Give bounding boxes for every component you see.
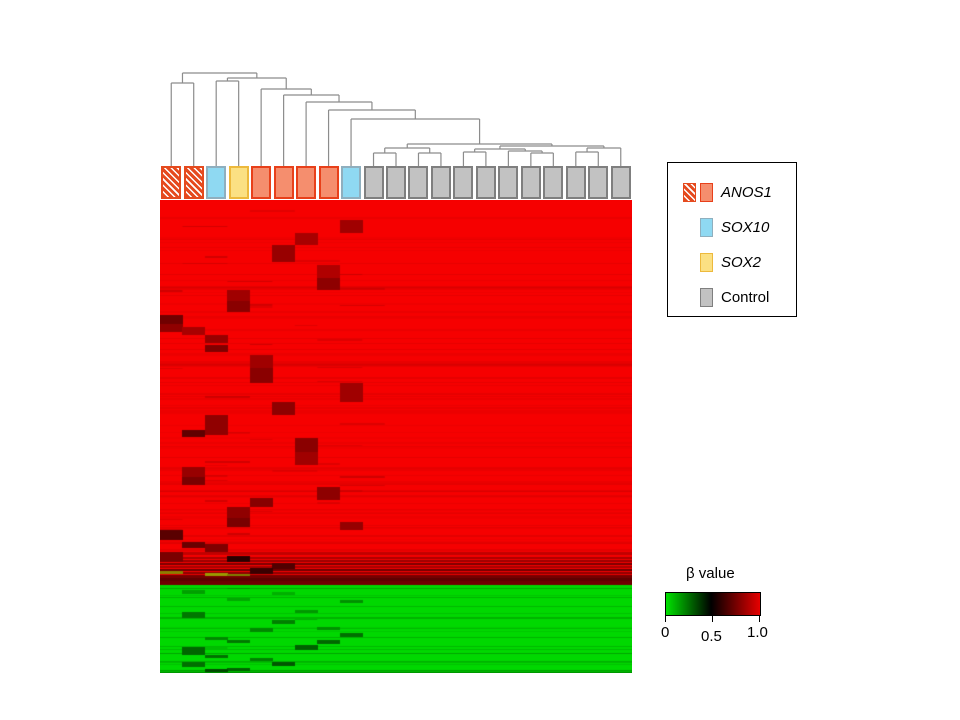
sample-box-control bbox=[520, 166, 541, 199]
sample-box-anos1_hatched bbox=[161, 166, 182, 199]
legend-row-anos1: ANOS1 bbox=[668, 175, 796, 210]
sample-box-sox10 bbox=[206, 166, 227, 199]
colorbar-label-0: 0 bbox=[661, 624, 670, 641]
sox10-swatch bbox=[700, 218, 713, 237]
sample-box-control bbox=[543, 166, 564, 199]
sample-box-sox2 bbox=[228, 166, 249, 199]
legend-box: ANOS1 SOX10 SOX2 Control bbox=[667, 162, 797, 317]
colorbar-gradient bbox=[665, 592, 761, 616]
sample-box-control bbox=[588, 166, 609, 199]
sample-box-anos1_solid bbox=[251, 166, 272, 199]
sample-box-anos1_solid bbox=[296, 166, 317, 199]
legend-row-sox2: SOX2 bbox=[668, 245, 796, 280]
legend-spacer bbox=[683, 218, 696, 237]
control-swatch bbox=[700, 288, 713, 307]
anos1_solid-swatch bbox=[700, 183, 713, 202]
legend-spacer bbox=[683, 253, 696, 272]
colorbar-label-10: 1.0 bbox=[747, 624, 768, 641]
sox2-swatch bbox=[700, 253, 713, 272]
sample-box-control bbox=[363, 166, 384, 199]
sample-box-control bbox=[565, 166, 586, 199]
legend-label-sox2: SOX2 bbox=[721, 254, 762, 271]
sample-box-control bbox=[408, 166, 429, 199]
sample-box-control bbox=[453, 166, 474, 199]
legend-label-anos1: ANOS1 bbox=[721, 184, 772, 201]
colorbar: β value 0 0.5 1.0 bbox=[661, 565, 768, 650]
sample-box-control bbox=[386, 166, 406, 199]
sample-box-anos1_solid bbox=[273, 166, 294, 199]
anos1_hatched-swatch bbox=[683, 183, 696, 202]
legend-label-sox10: SOX10 bbox=[721, 219, 770, 236]
sample-box-control bbox=[430, 166, 451, 199]
heatmap-canvas bbox=[160, 200, 632, 673]
colorbar-tick-10 bbox=[759, 616, 760, 622]
sample-box-anos1_solid bbox=[318, 166, 339, 199]
sample-box-control bbox=[610, 166, 631, 199]
colorbar-tick-0 bbox=[665, 616, 666, 622]
sample-box-sox10 bbox=[341, 166, 362, 199]
sample-box-anos1_hatched bbox=[183, 166, 204, 199]
legend-row-sox10: SOX10 bbox=[668, 210, 796, 245]
colorbar-title: β value bbox=[686, 565, 735, 582]
legend-row-control: Control bbox=[668, 280, 796, 315]
legend-label-control: Control bbox=[721, 289, 770, 306]
sample-box-control bbox=[475, 166, 496, 199]
colorbar-tick-05 bbox=[712, 616, 713, 622]
sample-box-control bbox=[498, 166, 519, 199]
colorbar-label-05: 0.5 bbox=[701, 628, 722, 645]
legend-spacer bbox=[683, 288, 696, 307]
